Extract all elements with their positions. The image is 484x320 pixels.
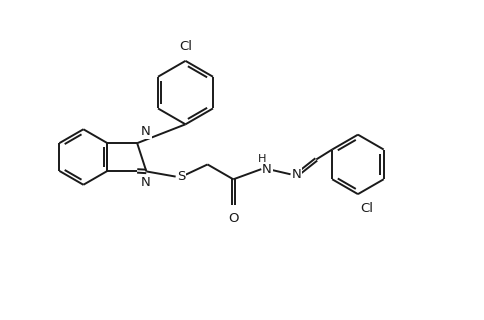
Text: N: N (141, 125, 151, 138)
Text: H: H (258, 154, 267, 164)
Text: Cl: Cl (360, 202, 373, 215)
Text: N: N (141, 176, 151, 189)
Text: S: S (177, 170, 185, 183)
Text: N: N (291, 168, 301, 181)
Text: Cl: Cl (179, 40, 192, 53)
Text: O: O (228, 212, 239, 225)
Text: N: N (262, 163, 272, 176)
